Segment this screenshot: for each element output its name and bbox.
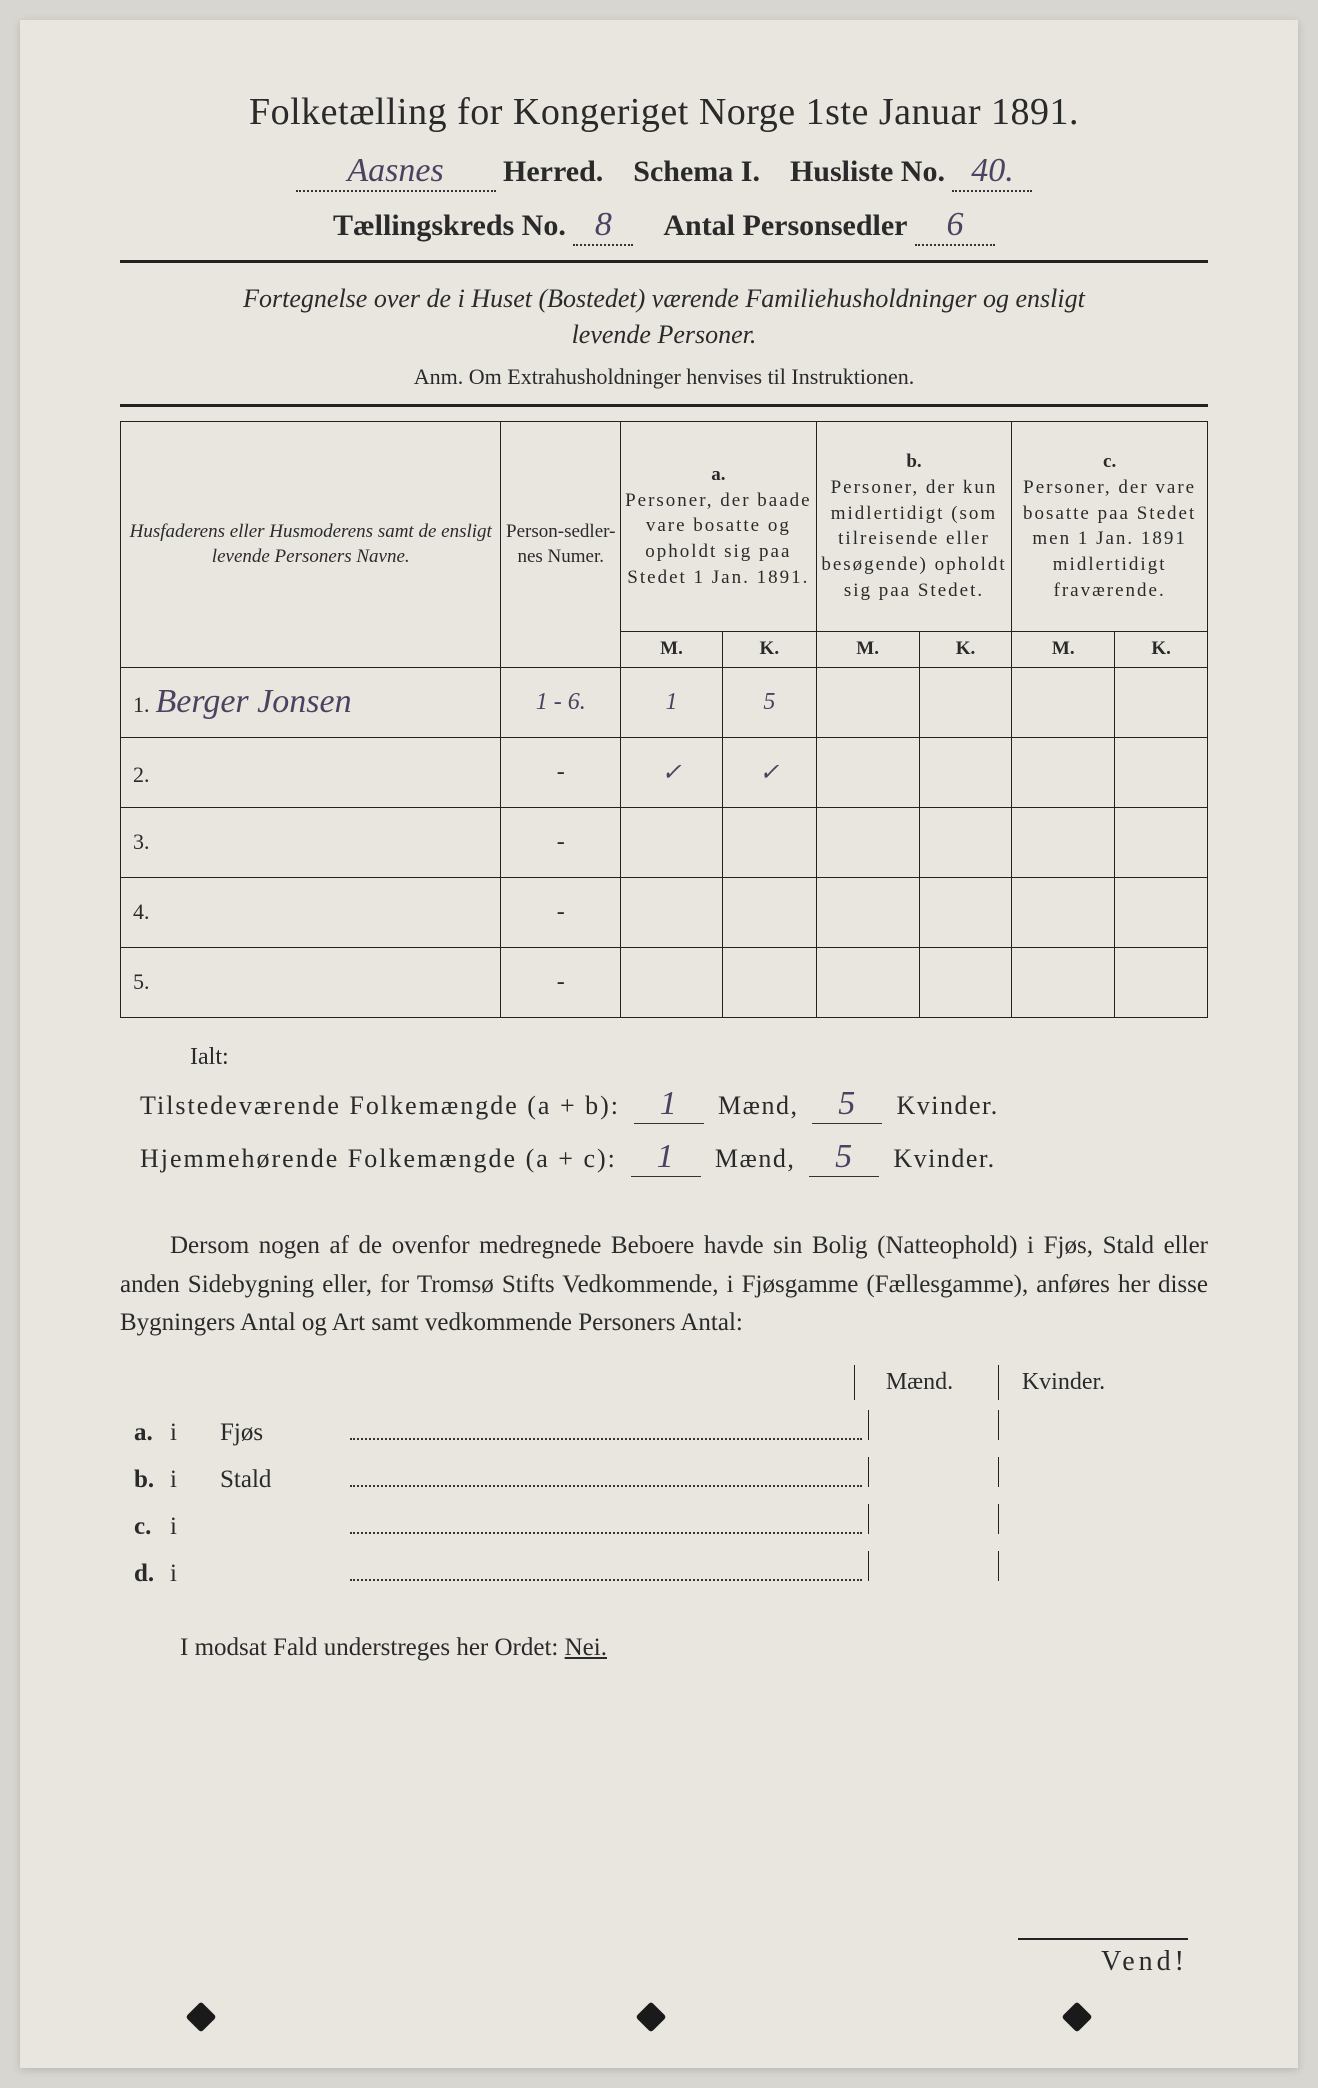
herred-label: Herred. xyxy=(503,155,603,188)
hjemme-kvinder-value: 5 xyxy=(809,1138,879,1177)
col-header-b: b. Personer, der kun midlertidigt (som t… xyxy=(816,421,1012,631)
col-b-k: K. xyxy=(919,631,1012,667)
fortegnelse-line1: Fortegnelse over de i Huset (Bostedet) v… xyxy=(243,284,1085,313)
col-c-k: K. xyxy=(1115,631,1208,667)
fortegnelse-heading: Fortegnelse over de i Huset (Bostedet) v… xyxy=(120,281,1208,354)
modsat-line: I modsat Fald understreges her Ordet: Ne… xyxy=(180,1634,1208,1662)
tilstede-maend-value: 1 xyxy=(634,1085,704,1124)
kreds-value: 8 xyxy=(573,206,633,246)
col-a-m: M. xyxy=(621,631,723,667)
table-top-rule xyxy=(120,404,1208,407)
col-header-c: c. Personer, der vare bosatte paa Stedet… xyxy=(1012,421,1208,631)
divider xyxy=(120,260,1208,263)
kvinder-header: Kvinder. xyxy=(998,1365,1128,1400)
col-a-k: K. xyxy=(722,631,816,667)
col-header-names: Husfaderens eller Husmoderens samt de en… xyxy=(121,421,501,667)
punch-hole-icon xyxy=(185,2001,216,2032)
bygning-row: a. i Fjøs xyxy=(120,1410,1208,1447)
fortegnelse-line2: levende Personer. xyxy=(572,320,757,349)
bygning-row: b. i Stald xyxy=(120,1457,1208,1494)
hjemme-maend-value: 1 xyxy=(631,1138,701,1177)
husliste-value: 40. xyxy=(952,152,1032,192)
hjemme-line: Hjemmehørende Folkemængde (a + c): 1 Mæn… xyxy=(140,1138,1208,1177)
punch-hole-icon xyxy=(1061,2001,1092,2032)
kreds-label: Tællingskreds No. xyxy=(333,209,566,242)
col-c-m: M. xyxy=(1012,631,1115,667)
census-form-page: Folketælling for Kongeriget Norge 1ste J… xyxy=(20,20,1298,2068)
table-row: 4. - xyxy=(121,877,1208,947)
schema-label: Schema I. xyxy=(633,155,760,188)
table-row: 1. Berger Jonsen 1 - 6. 1 5 xyxy=(121,667,1208,737)
tilstede-line: Tilstedeværende Folkemængde (a + b): 1 M… xyxy=(140,1085,1208,1124)
husliste-label: Husliste No. xyxy=(790,155,945,188)
herred-line: Aasnes Herred. Schema I. Husliste No. 40… xyxy=(120,152,1208,192)
table-row: 5. - xyxy=(121,947,1208,1017)
page-title: Folketælling for Kongeriget Norge 1ste J… xyxy=(120,90,1208,134)
dersom-paragraph: Dersom nogen af de ovenfor medregnede Be… xyxy=(120,1227,1208,1343)
punch-hole-icon xyxy=(635,2001,666,2032)
tilstede-kvinder-value: 5 xyxy=(812,1085,882,1124)
bygning-mk-header: Mænd. Kvinder. xyxy=(120,1365,1208,1400)
nei-word: Nei. xyxy=(565,1634,607,1661)
col-b-m: M. xyxy=(816,631,919,667)
herred-value: Aasnes xyxy=(296,152,496,192)
personsedler-value: 6 xyxy=(915,206,995,246)
personsedler-label: Antal Personsedler xyxy=(663,209,907,242)
bygning-row: c. i xyxy=(120,1504,1208,1541)
table-row: 2. - ✓ ✓ xyxy=(121,737,1208,807)
vend-label: Vend! xyxy=(1018,1938,1188,1978)
col-header-personsedler: Person-sedler-nes Numer. xyxy=(501,421,621,667)
anm-note: Anm. Om Extrahusholdninger henvises til … xyxy=(120,364,1208,390)
ialt-label: Ialt: xyxy=(190,1044,1208,1071)
table-row: 3. - xyxy=(121,807,1208,877)
maend-header: Mænd. xyxy=(854,1365,984,1400)
bygning-row: d. i xyxy=(120,1551,1208,1588)
kreds-line: Tællingskreds No. 8 Antal Personsedler 6 xyxy=(120,206,1208,246)
census-table: Husfaderens eller Husmoderens samt de en… xyxy=(120,421,1208,1018)
col-header-a: a. Personer, der baade vare bosatte og o… xyxy=(621,421,817,631)
